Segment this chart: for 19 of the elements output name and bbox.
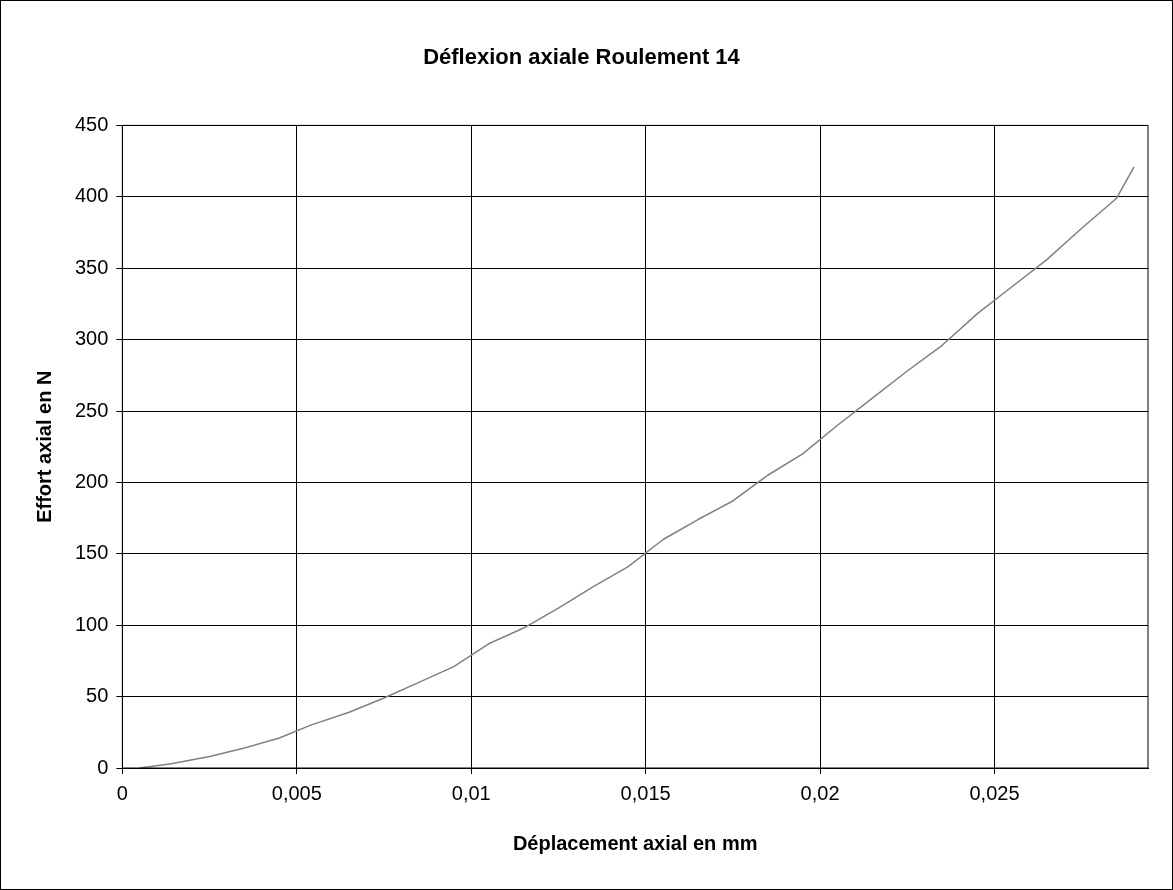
y-tick-label: 150 bbox=[74, 541, 109, 564]
y-tick-label: 100 bbox=[74, 612, 109, 635]
x-tick-label: 0,005 bbox=[271, 781, 322, 804]
x-tick-label: 0 bbox=[116, 781, 128, 804]
y-tick-label: 450 bbox=[74, 112, 109, 135]
y-tick-label: 0 bbox=[97, 755, 109, 778]
x-tick-label: 0,02 bbox=[800, 781, 840, 804]
y-tick-label: 50 bbox=[86, 684, 109, 707]
y-tick-label: 350 bbox=[74, 255, 109, 278]
y-axis-title: Effort axial en N bbox=[32, 370, 55, 523]
y-tick-label: 200 bbox=[74, 469, 109, 492]
x-tick-label: 0,025 bbox=[969, 781, 1020, 804]
x-tick-label: 0,015 bbox=[620, 781, 671, 804]
x-axis-title: Déplacement axial en mm bbox=[512, 831, 758, 854]
y-tick-label: 250 bbox=[74, 398, 109, 421]
y-tick-label: 300 bbox=[74, 327, 109, 350]
x-tick-label: 0,01 bbox=[451, 781, 491, 804]
chart-title: Déflexion axiale Roulement 14 bbox=[423, 44, 741, 70]
y-tick-label: 400 bbox=[74, 184, 109, 207]
